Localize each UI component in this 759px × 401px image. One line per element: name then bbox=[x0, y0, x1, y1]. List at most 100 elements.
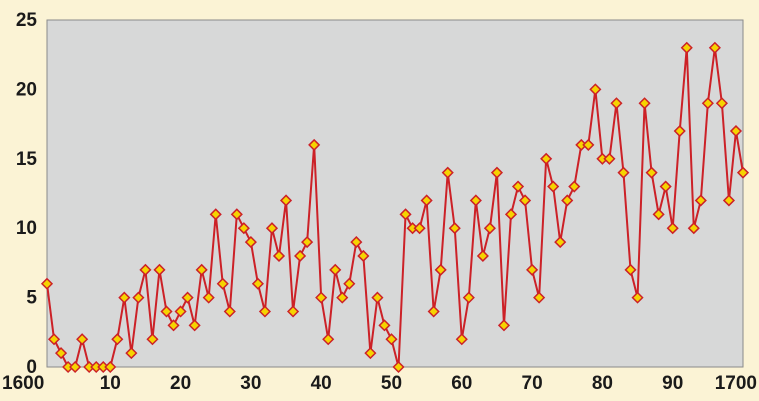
data-point-marker bbox=[132, 291, 145, 304]
data-point-marker bbox=[104, 360, 117, 374]
data-point-marker bbox=[617, 166, 630, 179]
x-tick-label: 70 bbox=[522, 373, 543, 394]
y-axis: 0 5 10 15 20 25 bbox=[16, 10, 38, 378]
x-tick-label: 20 bbox=[170, 373, 191, 394]
data-point-marker bbox=[589, 83, 602, 96]
data-point-marker bbox=[216, 277, 229, 290]
data-point-marker bbox=[427, 305, 440, 318]
data-point-marker bbox=[694, 194, 707, 207]
y-tick-label: 5 bbox=[26, 288, 37, 309]
data-point-marker bbox=[322, 333, 335, 346]
data-point-marker bbox=[455, 333, 468, 346]
data-point-marker bbox=[181, 291, 194, 304]
data-point-marker bbox=[666, 222, 679, 235]
data-point-marker bbox=[40, 277, 54, 290]
data-point-marker bbox=[561, 194, 574, 207]
data-point-marker bbox=[343, 277, 356, 290]
data-point-marker bbox=[251, 277, 264, 290]
data-point-marker bbox=[504, 208, 518, 221]
data-point-marker bbox=[209, 208, 222, 221]
data-point-marker bbox=[76, 333, 89, 346]
data-point-marker bbox=[736, 166, 750, 179]
data-point-marker bbox=[371, 291, 384, 304]
data-point-marker bbox=[223, 305, 236, 318]
data-point-marker bbox=[146, 333, 159, 346]
data-point-marker bbox=[125, 347, 138, 360]
data-point-marker bbox=[554, 236, 567, 249]
data-point-marker bbox=[448, 222, 461, 235]
data-point-marker bbox=[47, 333, 61, 346]
data-point-marker bbox=[378, 319, 391, 332]
y-tick-label: 25 bbox=[16, 10, 38, 31]
x-tick-label: 80 bbox=[592, 373, 613, 394]
data-point-marker bbox=[476, 249, 489, 263]
x-tick-label: 10 bbox=[100, 373, 121, 394]
data-point-marker bbox=[357, 249, 370, 263]
data-point-marker bbox=[139, 263, 152, 276]
data-point-marker bbox=[272, 249, 286, 263]
x-tick-label: 50 bbox=[381, 373, 402, 394]
data-point-marker bbox=[497, 319, 511, 332]
data-point-marker bbox=[511, 180, 525, 193]
data-point-marker bbox=[244, 236, 257, 249]
y-tick-label: 15 bbox=[16, 149, 38, 170]
data-point-marker bbox=[673, 124, 686, 138]
data-point-marker bbox=[680, 41, 693, 54]
x-tick-label: 40 bbox=[311, 373, 332, 394]
x-tick-label: 30 bbox=[240, 373, 261, 394]
data-point-marker bbox=[301, 236, 314, 249]
data-point-marker bbox=[434, 263, 447, 276]
data-point-marker bbox=[469, 194, 482, 207]
data-point-marker bbox=[483, 222, 496, 235]
data-point-marker bbox=[315, 291, 328, 304]
x-axis: 1600 10 20 30 40 50 60 70 80 90 1700 bbox=[2, 373, 757, 394]
data-point-marker bbox=[729, 124, 743, 138]
data-point-marker bbox=[413, 222, 426, 235]
data-point-marker bbox=[603, 152, 616, 165]
data-point-marker bbox=[392, 360, 405, 374]
data-point-marker bbox=[308, 138, 321, 151]
data-point-marker bbox=[652, 208, 665, 221]
data-point-marker bbox=[111, 333, 124, 346]
data-point-marker bbox=[645, 166, 658, 179]
data-point-marker bbox=[547, 180, 560, 193]
data-point-marker bbox=[230, 208, 243, 221]
x-tick-label: 90 bbox=[662, 373, 683, 394]
data-point-marker bbox=[533, 291, 546, 304]
data-point-marker bbox=[265, 222, 279, 235]
data-point-marker bbox=[118, 291, 131, 304]
data-point-marker bbox=[659, 180, 672, 193]
data-point-marker bbox=[336, 291, 349, 304]
data-point-marker bbox=[582, 138, 595, 151]
data-point-marker bbox=[708, 41, 721, 54]
y-tick-label: 10 bbox=[16, 218, 37, 239]
data-point-marker bbox=[286, 305, 300, 318]
data-point-marker bbox=[237, 222, 250, 235]
data-point-marker bbox=[294, 249, 307, 263]
data-point-marker bbox=[441, 166, 454, 179]
data-point-marker bbox=[258, 305, 272, 318]
data-point-marker bbox=[610, 97, 623, 110]
data-point-marker bbox=[364, 347, 377, 360]
data-point-marker bbox=[329, 263, 342, 276]
y-tick-label: 20 bbox=[16, 79, 37, 100]
data-point-marker bbox=[195, 263, 208, 276]
data-point-marker bbox=[174, 305, 187, 318]
data-point-marker bbox=[722, 194, 736, 207]
data-point-marker bbox=[54, 347, 68, 360]
data-point-marker bbox=[715, 97, 728, 110]
data-point-marker bbox=[279, 194, 293, 207]
data-point-marker bbox=[526, 263, 539, 276]
data-point-marker bbox=[518, 194, 532, 207]
data-point-marker bbox=[350, 236, 363, 249]
data-point-marker bbox=[385, 333, 398, 346]
data-point-marker bbox=[701, 97, 714, 110]
data-point-marker bbox=[687, 222, 700, 235]
data-point-marker bbox=[160, 305, 173, 318]
data-point-marker bbox=[167, 319, 180, 332]
data-point-marker bbox=[420, 194, 433, 207]
y-tick-label: 0 bbox=[26, 357, 37, 378]
data-markers bbox=[40, 41, 750, 374]
